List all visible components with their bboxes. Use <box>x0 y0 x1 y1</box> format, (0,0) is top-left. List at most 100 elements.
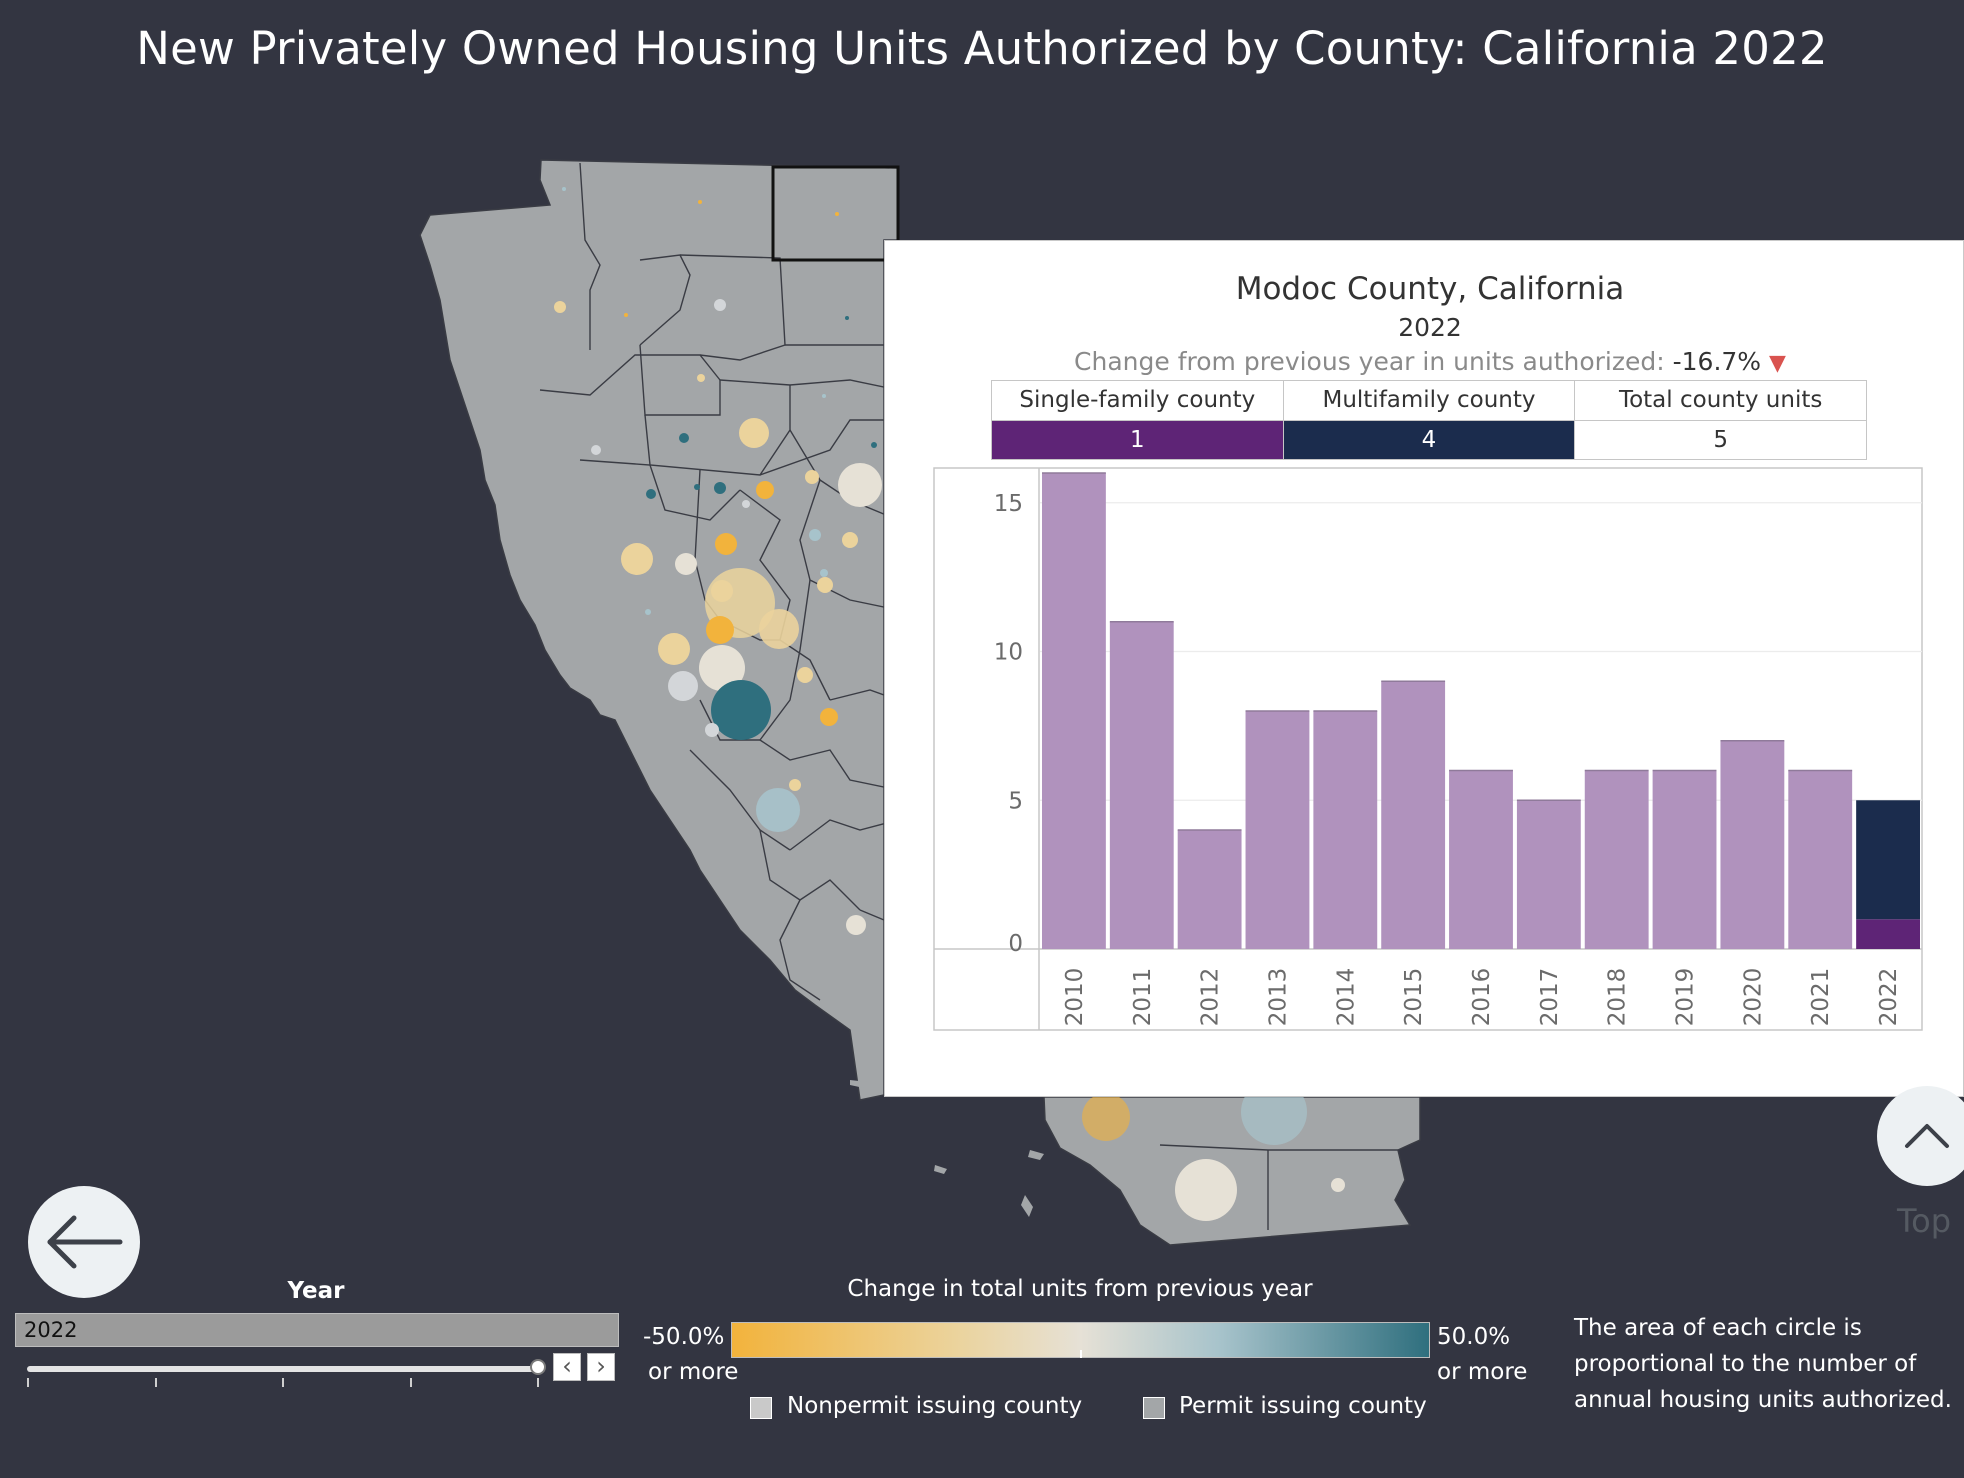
bubble[interactable] <box>817 577 833 593</box>
bubble[interactable] <box>845 316 849 320</box>
bubble[interactable] <box>835 212 839 216</box>
back-button[interactable] <box>28 1186 140 1298</box>
value-total: 5 <box>1574 419 1867 460</box>
bubble[interactable] <box>621 543 653 575</box>
bar-2022-single-family[interactable] <box>1856 919 1920 949</box>
bar-2018[interactable] <box>1584 770 1649 950</box>
bubble[interactable] <box>679 433 689 443</box>
bar-2020[interactable] <box>1720 740 1785 949</box>
x-tick-label: 2021 <box>1808 968 1834 1027</box>
bubble[interactable] <box>706 616 734 644</box>
bubble[interactable] <box>822 394 826 398</box>
previous-year-button[interactable]: ‹ <box>553 1353 581 1381</box>
units-table: Single-family county Multifamily county … <box>991 380 1867 460</box>
bar-2011[interactable] <box>1109 621 1174 949</box>
bubble[interactable] <box>759 609 799 649</box>
bubble[interactable] <box>797 667 813 683</box>
bubble[interactable] <box>820 708 838 726</box>
bubble[interactable] <box>591 445 601 455</box>
chevron-up-icon <box>1905 1124 1949 1148</box>
bubble[interactable] <box>675 553 697 575</box>
bubble[interactable] <box>739 418 769 448</box>
bar-2010[interactable] <box>1042 473 1106 949</box>
island-4[interactable] <box>850 1080 868 1088</box>
bar-2019[interactable] <box>1652 770 1717 950</box>
bubble[interactable] <box>1331 1178 1345 1192</box>
bubble[interactable] <box>756 788 800 832</box>
x-tick-label: 2016 <box>1469 968 1495 1027</box>
bubble[interactable] <box>711 680 771 740</box>
bubble[interactable] <box>562 187 566 191</box>
bubble[interactable] <box>756 481 774 499</box>
change-label: Change from previous year in units autho… <box>1074 347 1665 376</box>
island-3[interactable] <box>1021 1195 1033 1217</box>
bubble[interactable] <box>714 482 726 494</box>
bubble[interactable] <box>715 533 737 555</box>
bar-2017[interactable] <box>1516 800 1581 949</box>
change-value: -16.7% <box>1672 347 1762 376</box>
y-tick-label: 15 <box>994 491 1023 517</box>
top-label[interactable]: Top <box>1897 1202 1951 1240</box>
bubble[interactable] <box>842 532 858 548</box>
state-shape[interactable] <box>419 159 1421 1246</box>
county-border-24 <box>779 899 821 1001</box>
bubble[interactable] <box>714 299 726 311</box>
year-dropdown[interactable]: 2022 <box>15 1313 619 1347</box>
value-single-family: 1 <box>991 419 1284 460</box>
bar-2012[interactable] <box>1177 830 1242 949</box>
legend-max-suffix: or more <box>1437 1359 1528 1385</box>
y-tick-label: 5 <box>1008 788 1023 814</box>
bubble[interactable] <box>805 470 819 484</box>
bubble[interactable] <box>711 580 733 602</box>
bubble[interactable] <box>838 463 882 507</box>
bar-2016[interactable] <box>1449 770 1513 950</box>
bubble[interactable] <box>645 609 651 615</box>
county-border-19 <box>759 739 899 791</box>
year-slider-thumb[interactable] <box>530 1359 546 1375</box>
header-single-family: Single-family county <box>991 380 1284 421</box>
bubble[interactable] <box>694 484 700 490</box>
bubble[interactable] <box>554 301 566 313</box>
bubble[interactable] <box>658 633 690 665</box>
bubble[interactable] <box>1082 1093 1130 1141</box>
x-tick-label: 2014 <box>1333 968 1359 1027</box>
bubble[interactable] <box>699 645 745 691</box>
bar-2022-multifamily[interactable] <box>1856 800 1920 920</box>
bubble[interactable] <box>705 723 719 737</box>
top-button[interactable] <box>1877 1086 1964 1186</box>
bubble[interactable] <box>697 374 705 382</box>
bar-2021[interactable] <box>1788 770 1853 950</box>
bubble[interactable] <box>820 569 828 577</box>
bubble[interactable] <box>646 489 656 499</box>
island-2[interactable] <box>934 1165 947 1174</box>
bubble[interactable] <box>698 200 702 204</box>
county-border-8 <box>639 344 721 416</box>
header-total: Total county units <box>1574 380 1867 421</box>
bubble[interactable] <box>871 442 877 448</box>
bubble[interactable] <box>1175 1159 1237 1221</box>
selected-county-outline[interactable] <box>771 165 900 262</box>
island-1[interactable] <box>1028 1150 1044 1160</box>
state-outline-south[interactable] <box>1043 1096 1421 1246</box>
bar-2015[interactable] <box>1381 681 1446 949</box>
bubble[interactable] <box>809 529 821 541</box>
county-border-21 <box>689 749 791 851</box>
bubble[interactable] <box>668 671 698 701</box>
state-outline-north[interactable] <box>419 159 899 1101</box>
color-legend-title: Change in total units from previous year <box>847 1276 1313 1302</box>
x-tick-label: 2022 <box>1876 968 1902 1027</box>
down-arrow-icon: ▼ <box>1769 351 1786 376</box>
bubble[interactable] <box>742 500 750 508</box>
legend-max: 50.0% <box>1437 1324 1511 1350</box>
bubble[interactable] <box>846 915 866 935</box>
county-border-7 <box>719 379 899 391</box>
next-year-button[interactable]: › <box>587 1353 615 1381</box>
slider-tick <box>155 1378 157 1387</box>
bar-2014[interactable] <box>1313 711 1378 949</box>
bubble[interactable] <box>624 313 628 317</box>
year-slider-track[interactable] <box>27 1366 537 1372</box>
permit-label: Permit issuing county <box>1179 1393 1427 1419</box>
bubble[interactable] <box>789 779 801 791</box>
bar-2013[interactable] <box>1245 711 1310 949</box>
